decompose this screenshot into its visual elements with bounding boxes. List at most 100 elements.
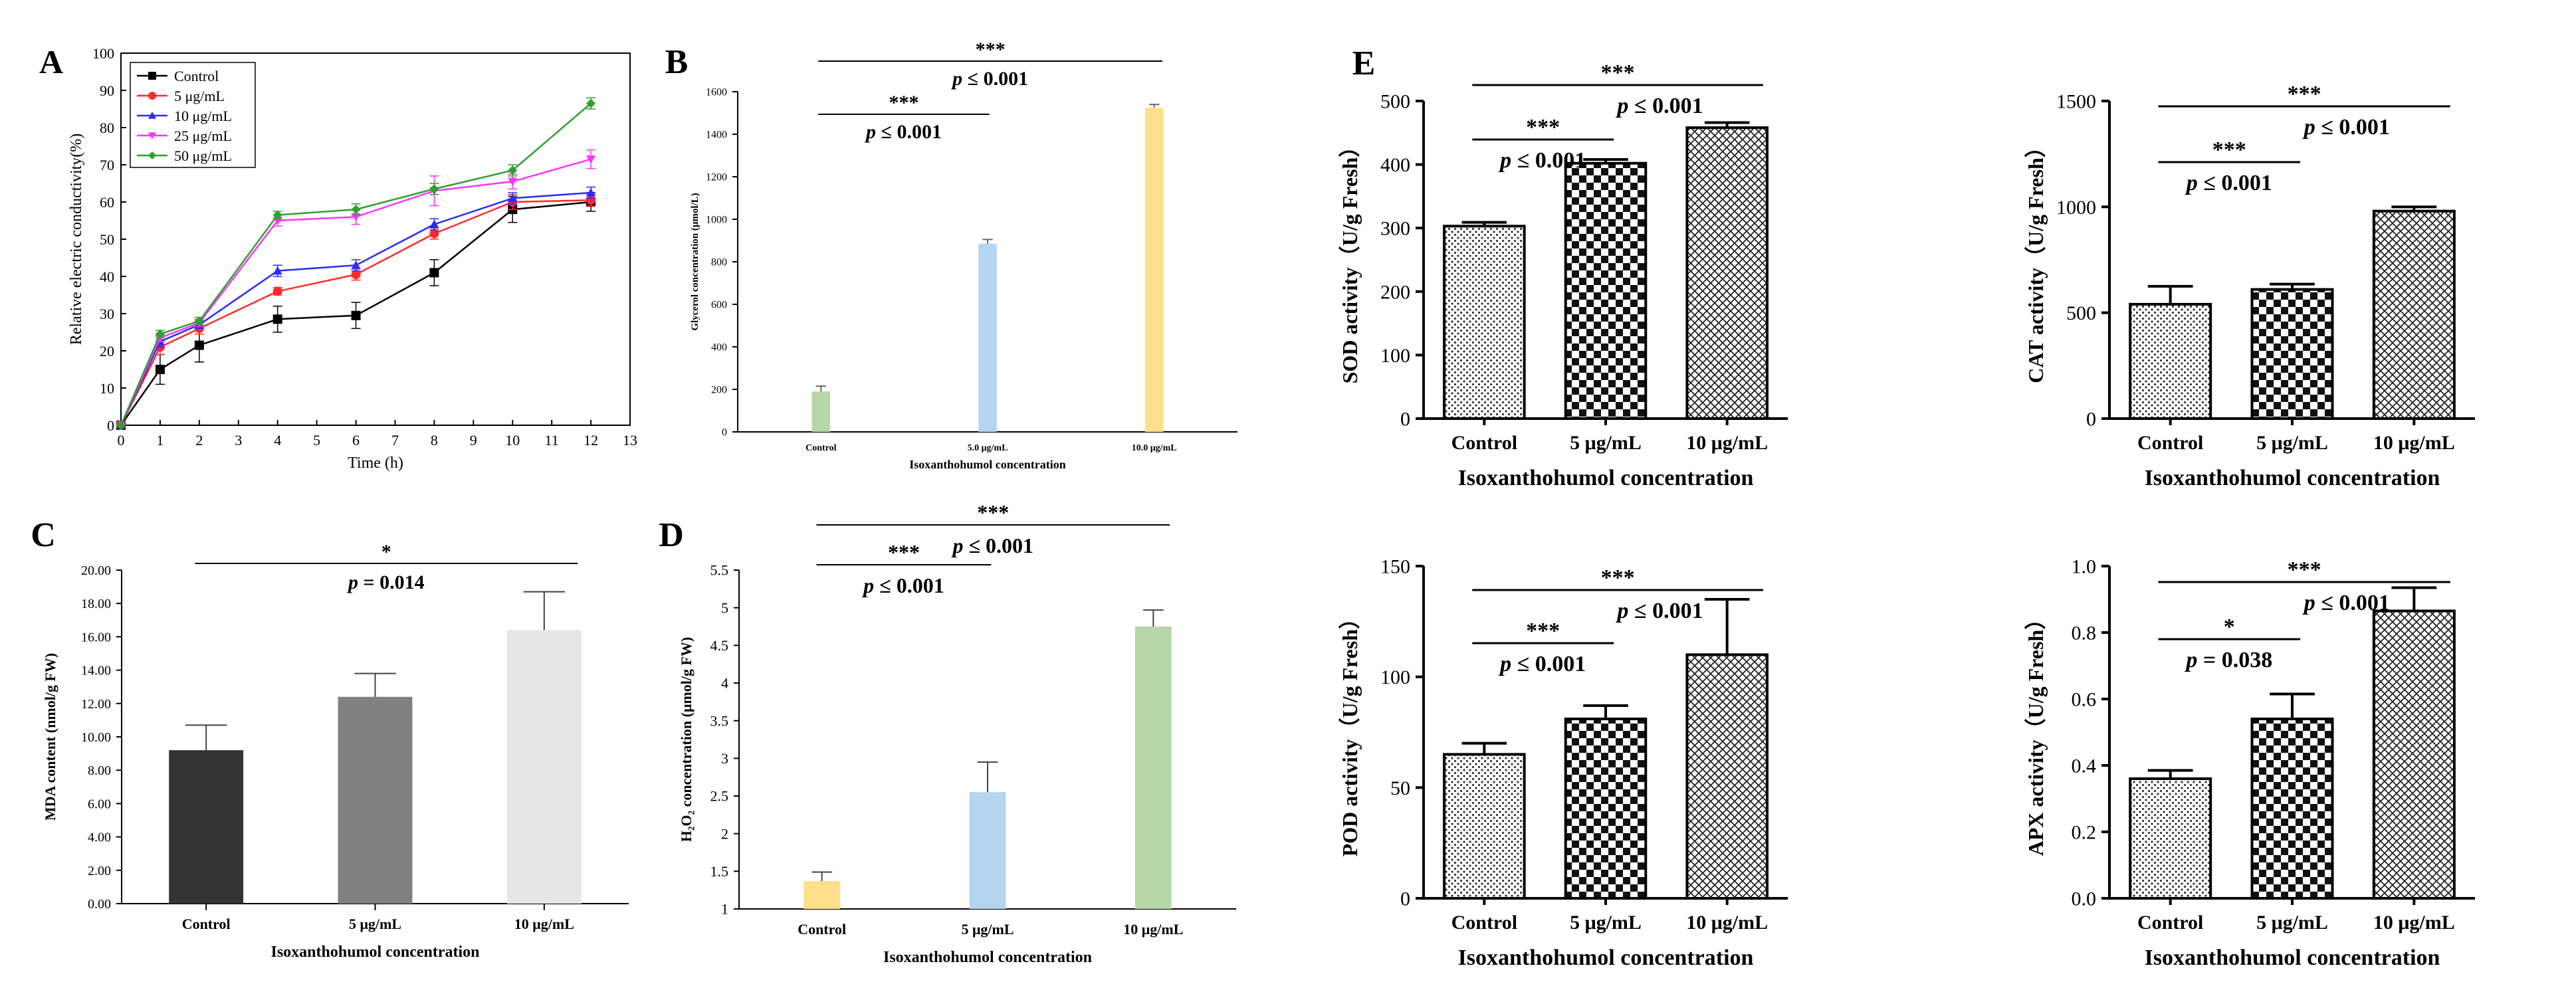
x-tick-label: Control <box>1451 432 1517 454</box>
bar-0 <box>2129 302 2212 421</box>
bar-0 <box>1443 753 1526 900</box>
x-tick-label: 11 <box>545 432 559 448</box>
significance-stars: *** <box>2288 82 2321 106</box>
data-point <box>508 193 518 202</box>
y-tick-label: 70 <box>100 157 114 173</box>
significance-stars: *** <box>2212 138 2246 162</box>
y-tick-label: 50 <box>1390 777 1410 799</box>
significance-0: *** p ≤ 0.001 <box>1472 115 1614 173</box>
significance-stars: *** <box>888 540 920 564</box>
x-axis-label: Isoxanthohumol concentration <box>2145 945 2440 970</box>
x-tick-label: 5 μg/mL <box>1570 432 1642 454</box>
data-point <box>155 365 165 374</box>
bar-0 <box>2129 777 2212 900</box>
x-tick-label: 12 <box>584 432 598 448</box>
significance-stars: *** <box>1601 565 1635 590</box>
p-value: p ≤ 0.001 <box>950 534 1033 557</box>
y-tick-label: 6.00 <box>88 797 111 811</box>
y-tick-label: 1000 <box>706 215 727 226</box>
y-tick-label: 90 <box>100 82 114 99</box>
data-point <box>155 329 165 339</box>
x-tick-label: 10 μg/mL <box>1123 921 1183 938</box>
bar-2 <box>506 630 582 904</box>
p-value: p = 0.014 <box>346 571 425 593</box>
x-tick-label: 5 μg/mL <box>349 916 401 932</box>
y-tick-label: 0.0 <box>2072 888 2097 910</box>
data-point <box>148 151 156 159</box>
x-tick-label: 5.0 μg/mL <box>968 443 1008 453</box>
data-point <box>272 210 282 220</box>
y-axis-label: Glycerol concentration (μmol/L) <box>690 193 700 330</box>
data-point <box>586 188 596 197</box>
significance-stars: *** <box>1601 60 1635 85</box>
legend-entry: 25 μg/mL <box>174 128 232 144</box>
x-tick-label: 10.0 μg/mL <box>1132 443 1177 453</box>
chart-c: 0.00 2.00 4.00 6.00 8.00 10.00 12.00 14.00 16.00… <box>31 516 629 961</box>
y-tick-label: 20 <box>100 343 114 359</box>
data-point <box>508 165 518 175</box>
y-tick-label: 500 <box>2066 302 2096 324</box>
x-tick-label: 10 μg/mL <box>2373 432 2455 454</box>
data-point <box>148 112 156 119</box>
data-point <box>148 72 156 80</box>
data-point <box>272 266 282 275</box>
p-value: p ≤ 0.001 <box>950 68 1028 90</box>
data-point <box>508 177 518 187</box>
bar-2 <box>1144 108 1164 432</box>
x-tick-label: Control <box>1451 912 1517 934</box>
p-value: p ≤ 0.001 <box>1498 652 1586 676</box>
y-tick-label: 80 <box>100 120 114 136</box>
series-3 <box>116 149 596 430</box>
data-point <box>272 314 282 324</box>
data-point <box>429 184 439 194</box>
y-tick-label: 500 <box>1380 91 1410 113</box>
y-tick-label: 150 <box>1380 556 1410 578</box>
y-tick-label: 600 <box>711 300 727 311</box>
y-tick-label: 5 <box>721 599 728 616</box>
chart-cat: 0 500 1000 1500 Control 5 μg/mL 10 μg/mL Isoxan… <box>2024 82 2475 490</box>
p-value: p ≤ 0.001 <box>861 573 944 597</box>
y-tick-label: 0 <box>722 427 727 439</box>
y-tick-label: 1500 <box>2056 91 2096 113</box>
x-tick-label: 4 <box>274 432 281 448</box>
x-tick-label: 10 μg/mL <box>1686 912 1768 934</box>
series-line <box>120 191 591 426</box>
y-tick-label: 40 <box>100 268 114 285</box>
y-tick-label: 8.00 <box>88 763 111 778</box>
chart-d: 1 1.5 2 2.5 3 3.5 4 4.5 5 5.5 Control 5 μg/mL 10 μg/… <box>659 500 1236 966</box>
x-axis-label: Isoxanthohumol concentration <box>270 943 479 961</box>
x-tick-label: 5 μg/mL <box>2256 912 2328 934</box>
panel-label-d: D <box>659 516 684 554</box>
significance-stars: *** <box>976 39 1006 60</box>
y-tick-label: 50 <box>100 231 114 248</box>
x-axis-label: Isoxanthohumol concentration <box>909 458 1066 471</box>
x-axis-label: Isoxanthohumol concentration <box>883 949 1092 966</box>
x-tick-label: 2 <box>195 432 203 448</box>
x-tick-label: Control <box>805 443 837 453</box>
data-point <box>148 92 156 100</box>
x-tick-label: 5 μg/mL <box>1570 912 1642 934</box>
x-tick-label: 10 <box>505 432 520 448</box>
bar-1 <box>969 792 1006 909</box>
y-axis-label: APX activity（U/g Fresh） <box>2024 609 2048 856</box>
significance-stars: *** <box>2288 557 2321 582</box>
series-line <box>120 201 591 426</box>
bar-2 <box>1685 653 1769 900</box>
y-tick-label: 400 <box>711 342 727 353</box>
x-tick-label: Control <box>182 916 231 932</box>
y-axis-label: MDA content (nmol/g FW) <box>42 653 58 821</box>
y-tick-label: 10.00 <box>81 730 111 745</box>
significance-1: *** p ≤ 0.001 <box>2158 557 2450 615</box>
x-tick-label: 6 <box>352 432 360 448</box>
y-tick-label: 0 <box>1400 409 1410 431</box>
data-point <box>194 340 204 350</box>
y-tick-label: 200 <box>1380 281 1410 303</box>
y-axis-label: CAT activity（U/g Fresh） <box>2024 136 2048 383</box>
y-tick-label: 0 <box>107 417 114 434</box>
significance-stars: *** <box>889 92 918 114</box>
bar-2 <box>1685 126 1769 420</box>
y-tick-label: 1 <box>721 901 728 918</box>
y-tick-label: 1000 <box>2056 197 2096 219</box>
x-tick-label: 5 <box>313 432 320 448</box>
